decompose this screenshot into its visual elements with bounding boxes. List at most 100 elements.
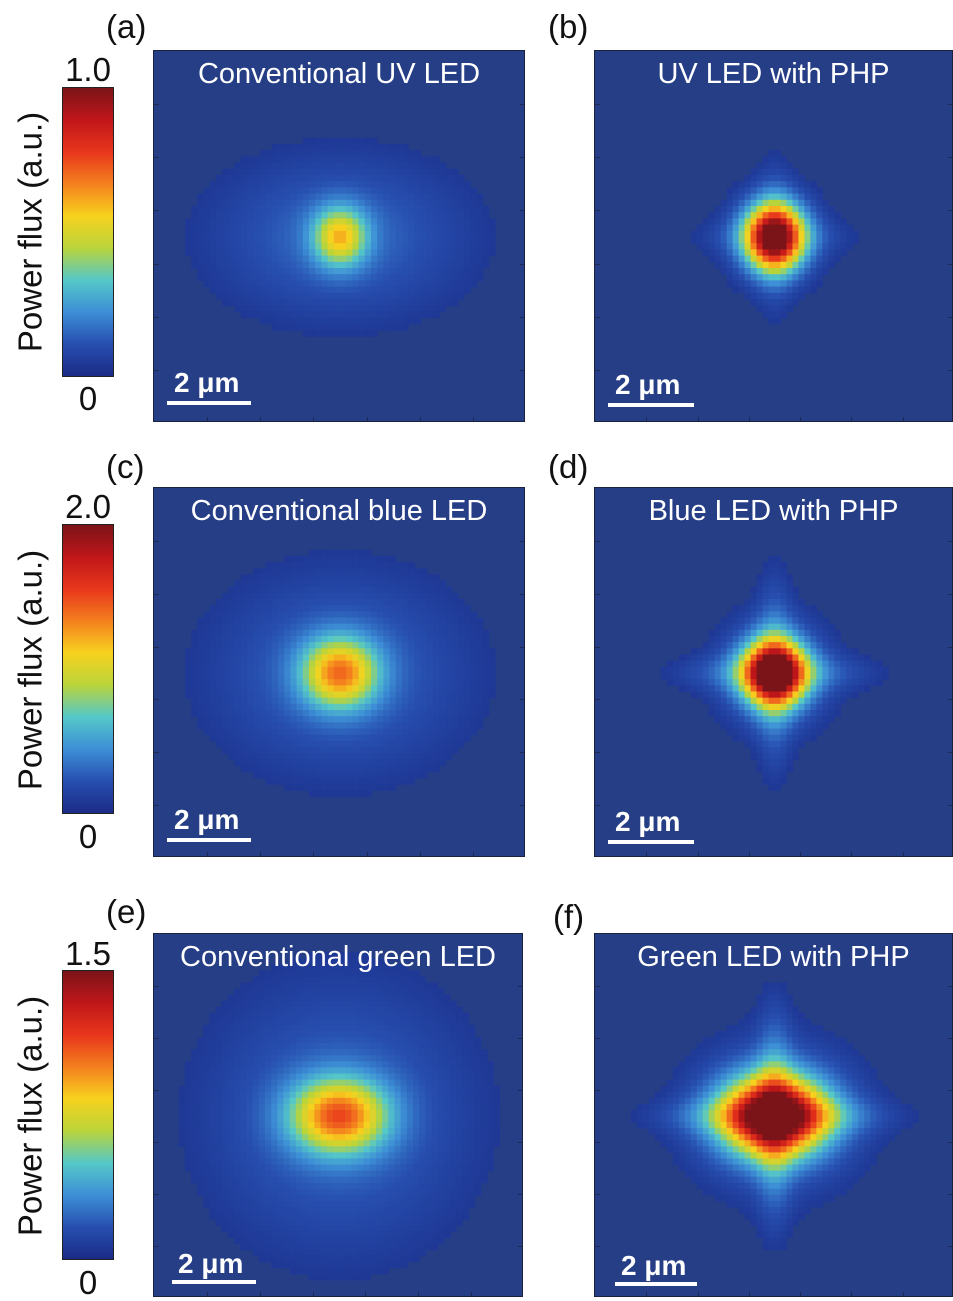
heatmap-cell: [302, 753, 310, 760]
heatmap-cell: [296, 144, 304, 151]
heatmap-cell: [228, 237, 236, 244]
heatmap-cell: [762, 685, 770, 693]
heatmap-cell: [804, 642, 811, 649]
heatmap-cell: [364, 605, 372, 612]
heatmap-cell: [333, 617, 341, 625]
heatmap-cell: [339, 976, 346, 984]
heatmap-cell: [339, 988, 346, 996]
heatmap-cell: [259, 703, 267, 711]
heatmap-cell: [265, 268, 273, 275]
heatmap-cell: [290, 230, 298, 238]
heatmap-cell: [315, 679, 322, 686]
heatmap-cell: [792, 666, 800, 674]
heatmap-cell: [377, 199, 384, 207]
heatmap-cell: [732, 193, 740, 201]
heatmap-cell: [377, 323, 384, 331]
heatmap-cell: [439, 181, 446, 188]
heatmap-cell: [414, 168, 422, 176]
heatmap-cell: [364, 330, 372, 337]
heatmap-cell: [462, 1037, 470, 1044]
heatmap-cell: [345, 1049, 352, 1056]
heatmap-cell: [265, 574, 273, 582]
heatmap-cell: [377, 605, 384, 612]
heatmap-cell: [744, 691, 752, 699]
heatmap-cell: [774, 280, 782, 288]
heatmap-cell: [315, 599, 322, 606]
heatmap-cell: [828, 230, 835, 238]
heatmap-cell: [433, 286, 440, 294]
heatmap-cell: [762, 617, 770, 625]
heatmap-cell: [425, 994, 433, 1002]
heatmap-cell: [278, 648, 285, 656]
heatmap-cell: [364, 629, 372, 637]
heatmap-cell: [296, 323, 304, 331]
colorbar-max-label-a: 1.0: [65, 51, 111, 88]
heatmap-cell: [383, 784, 391, 791]
heatmap-cell: [246, 1091, 254, 1099]
heatmap-cell: [482, 249, 490, 257]
heatmap-cell: [406, 1025, 414, 1032]
heatmap-cell: [439, 722, 446, 730]
heatmap-cell: [364, 753, 372, 760]
heatmap-cell: [774, 666, 782, 674]
heatmap-cell: [780, 629, 788, 637]
heatmap-cell: [756, 181, 764, 188]
heatmap-cell: [792, 181, 800, 188]
heatmap-cell: [209, 629, 217, 637]
heatmap-cell: [253, 685, 260, 693]
heatmap-cell: [284, 193, 291, 201]
heatmap-cell: [720, 243, 728, 250]
heatmap-cell: [315, 666, 322, 674]
heatmap-cell: [750, 617, 758, 625]
heatmap-cell: [209, 224, 217, 232]
heatmap-cell: [810, 255, 817, 263]
heatmap-cell: [253, 218, 260, 226]
heatmap-cell: [308, 976, 315, 984]
heatmap-cell: [309, 592, 316, 600]
heatmap-cell: [768, 268, 776, 275]
heatmap-cell: [402, 722, 409, 730]
heatmap-cell: [804, 249, 811, 257]
heatmap-cell: [191, 243, 198, 250]
heatmap-cell: [296, 187, 304, 195]
heatmap-cell: [377, 685, 384, 693]
heatmap-cell: [744, 636, 752, 643]
heatmap-cell: [197, 660, 205, 668]
heatmap-cell: [234, 642, 242, 649]
heatmap-cell: [320, 982, 328, 990]
heatmap-cell: [278, 568, 285, 575]
heatmap-cell: [383, 237, 391, 244]
heatmap-cell: [726, 648, 734, 656]
heatmap-cell: [395, 230, 403, 238]
heatmap-cell: [333, 765, 341, 773]
heatmap-cell: [289, 994, 297, 1002]
heatmap-cell: [178, 1085, 186, 1093]
heatmap-cell: [240, 1061, 248, 1069]
heatmap-cell: [433, 237, 440, 244]
heatmap-cell: [402, 777, 409, 785]
axis-tick: [749, 852, 750, 856]
heatmap-cell: [364, 311, 372, 319]
axis-tick: [313, 852, 314, 856]
heatmap-cell: [383, 648, 391, 656]
heatmap-cell: [786, 286, 794, 294]
heatmap-cell: [271, 679, 279, 686]
heatmap-cell: [470, 237, 477, 244]
heatmap-cell: [240, 734, 248, 742]
heatmap-cell: [358, 317, 366, 325]
heatmap-cell: [732, 605, 740, 612]
heatmap-cell: [240, 747, 248, 754]
heatmap-cell: [321, 734, 329, 742]
heatmap-cell: [253, 299, 260, 306]
heatmap-cell: [804, 206, 811, 213]
heatmap-cell: [253, 311, 260, 319]
heatmap-cell: [439, 187, 446, 195]
heatmap-cell: [822, 722, 829, 730]
heatmap-cell: [247, 728, 254, 736]
heatmap-cell: [400, 1097, 408, 1105]
heatmap-cell: [408, 317, 415, 325]
heatmap-cell: [451, 679, 459, 686]
heatmap-cell: [240, 1018, 248, 1026]
heatmap-cell: [289, 1043, 297, 1050]
heatmap-cell: [290, 175, 298, 182]
